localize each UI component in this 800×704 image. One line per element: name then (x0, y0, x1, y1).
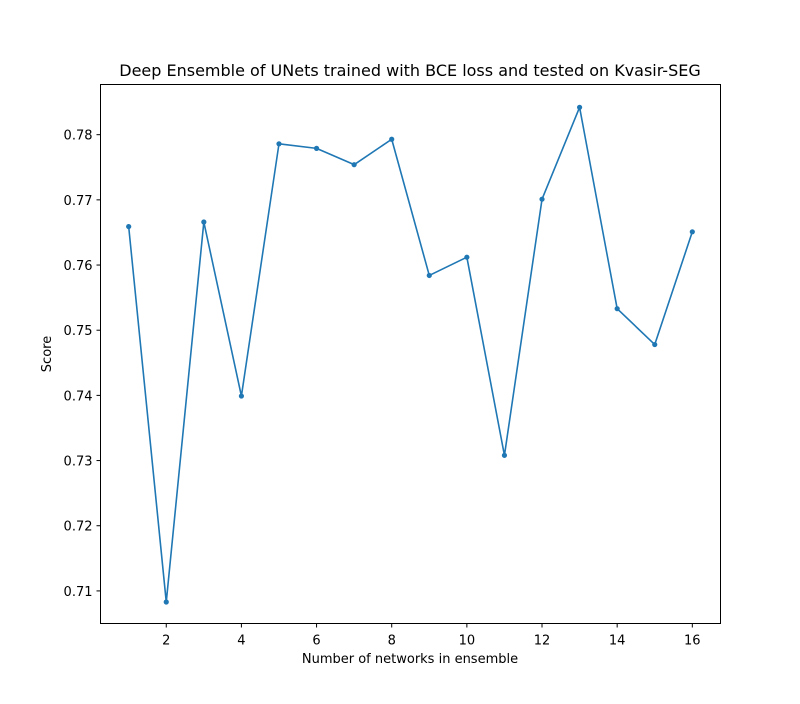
data-point (501, 452, 508, 458)
y-tick-label: 0.78 (64, 129, 93, 144)
data-point (313, 145, 320, 151)
x-tick-label: 2 (162, 634, 170, 649)
x-tick-label: 12 (534, 634, 551, 649)
plot-area (126, 104, 695, 605)
x-axis-ticks: 2 4 6 8 10 12 14 16 (162, 623, 701, 649)
x-tick-label: 8 (388, 634, 396, 649)
data-point (652, 341, 658, 348)
data-point (238, 393, 245, 399)
data-point (201, 219, 207, 225)
data-point (689, 229, 695, 235)
y-tick-label: 0.77 (64, 194, 93, 209)
x-tick-label: 4 (237, 634, 245, 649)
y-tick-label: 0.75 (64, 324, 93, 339)
x-axis-label: Number of networks in ensemble (302, 652, 518, 667)
y-axis-label: Score (40, 336, 55, 372)
y-axis-ticks: 0.71 0.72 0.73 0.74 0.75 0.76 0.77 0.78 (64, 129, 101, 600)
data-point (163, 599, 169, 605)
data-point (576, 104, 583, 110)
y-tick-label: 0.74 (64, 389, 93, 404)
y-tick-label: 0.73 (64, 455, 93, 470)
data-point (351, 162, 357, 168)
data-point (276, 141, 282, 147)
y-tick-label: 0.71 (64, 585, 93, 600)
data-point (389, 136, 395, 142)
y-tick-label: 0.76 (64, 259, 93, 274)
x-tick-label: 16 (684, 634, 701, 649)
chart-title: Deep Ensemble of UNets trained with BCE … (119, 61, 701, 80)
series-line (127, 106, 694, 603)
plot-frame (100, 84, 721, 624)
data-point (539, 196, 545, 202)
y-tick-label: 0.72 (64, 520, 93, 535)
x-tick-label: 6 (312, 634, 320, 649)
x-tick-label: 14 (609, 634, 626, 649)
x-tick-label: 10 (459, 634, 476, 649)
data-point (464, 254, 470, 260)
data-point (126, 223, 132, 230)
data-point (426, 272, 432, 279)
data-point (614, 306, 620, 312)
